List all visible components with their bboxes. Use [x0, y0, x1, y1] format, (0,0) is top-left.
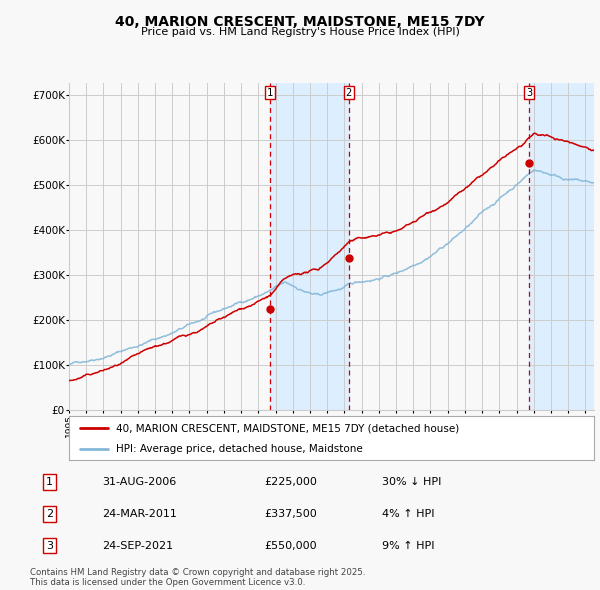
- Text: 31-AUG-2006: 31-AUG-2006: [103, 477, 177, 487]
- Bar: [270, 83, 349, 410]
- Text: 3: 3: [46, 540, 53, 550]
- Text: 2: 2: [346, 87, 352, 97]
- Text: 4% ↑ HPI: 4% ↑ HPI: [382, 509, 434, 519]
- Text: 1: 1: [46, 477, 53, 487]
- Text: £225,000: £225,000: [265, 477, 317, 487]
- Text: HPI: Average price, detached house, Maidstone: HPI: Average price, detached house, Maid…: [116, 444, 363, 454]
- Text: 24-MAR-2011: 24-MAR-2011: [103, 509, 178, 519]
- Text: 40, MARION CRESCENT, MAIDSTONE, ME15 7DY (detached house): 40, MARION CRESCENT, MAIDSTONE, ME15 7DY…: [116, 424, 460, 433]
- Text: 30% ↓ HPI: 30% ↓ HPI: [382, 477, 441, 487]
- Text: £337,500: £337,500: [265, 509, 317, 519]
- Text: 3: 3: [526, 87, 533, 97]
- Text: £550,000: £550,000: [265, 540, 317, 550]
- Text: 24-SEP-2021: 24-SEP-2021: [103, 540, 173, 550]
- Text: Price paid vs. HM Land Registry's House Price Index (HPI): Price paid vs. HM Land Registry's House …: [140, 27, 460, 37]
- Text: 2: 2: [46, 509, 53, 519]
- Bar: [529, 83, 594, 410]
- Text: 9% ↑ HPI: 9% ↑ HPI: [382, 540, 434, 550]
- Text: 40, MARION CRESCENT, MAIDSTONE, ME15 7DY: 40, MARION CRESCENT, MAIDSTONE, ME15 7DY: [115, 15, 485, 29]
- Text: Contains HM Land Registry data © Crown copyright and database right 2025.
This d: Contains HM Land Registry data © Crown c…: [30, 568, 365, 587]
- Text: 1: 1: [267, 87, 273, 97]
